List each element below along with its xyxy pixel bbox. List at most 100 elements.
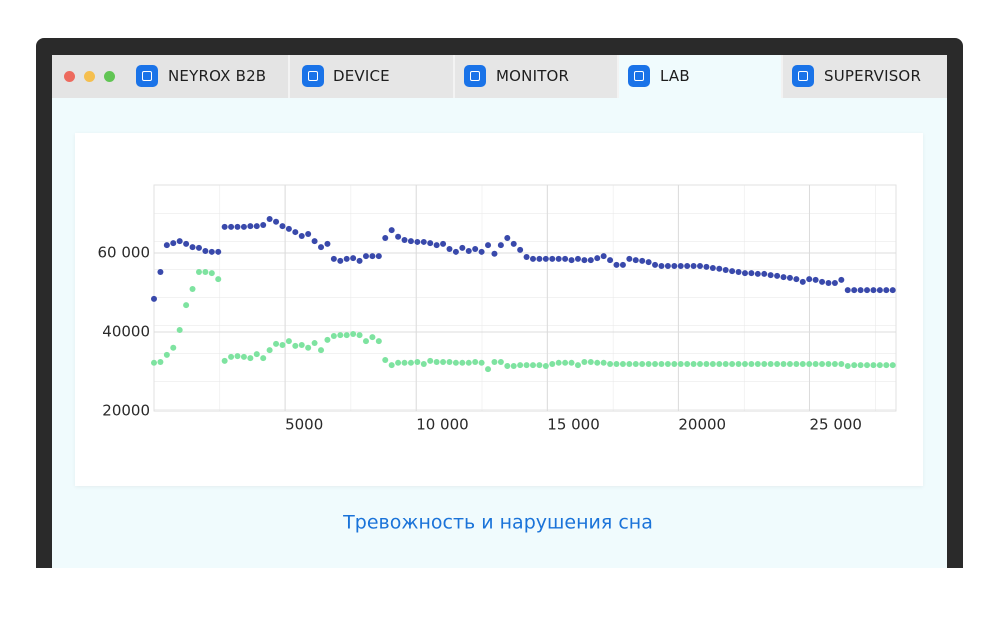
data-point [375, 253, 382, 260]
data-point [285, 338, 292, 345]
data-point [311, 340, 318, 347]
data-point [741, 270, 748, 277]
chart: Тревожность и нарушения сна 20000 40000 60… [98, 184, 897, 534]
data-point [664, 263, 671, 270]
data-point [491, 359, 498, 366]
data-point [819, 360, 826, 367]
data-point [427, 357, 434, 364]
data-point [388, 362, 395, 369]
data-point [536, 362, 543, 369]
data-point [697, 263, 704, 270]
data-point [581, 257, 588, 264]
data-point [632, 257, 639, 264]
data-point [208, 248, 215, 255]
data-point [774, 272, 781, 279]
y-tick-label: 40000 [102, 323, 150, 341]
data-point [388, 227, 395, 234]
data-point [645, 360, 652, 367]
data-point [793, 276, 800, 283]
data-point [183, 240, 190, 247]
data-point [754, 360, 761, 367]
data-point [446, 359, 453, 366]
data-point [452, 248, 459, 255]
data-point [652, 360, 659, 367]
tab[interactable]: SUPERVISOR [781, 55, 947, 98]
data-point [195, 268, 202, 275]
data-point [819, 278, 826, 285]
data-point [652, 261, 659, 268]
data-point [703, 360, 710, 367]
data-point [568, 257, 575, 264]
data-point [356, 257, 363, 264]
data-point [382, 234, 389, 241]
data-point [324, 336, 331, 343]
data-point [202, 248, 209, 255]
tab-label: DEVICE [333, 67, 390, 85]
tab-active[interactable]: LAB [617, 55, 783, 98]
data-point [163, 242, 170, 249]
tab-icon [792, 65, 814, 87]
data-point [420, 360, 427, 367]
data-point [369, 253, 376, 260]
data-point [324, 240, 331, 247]
data-point [510, 362, 517, 369]
data-point [735, 360, 742, 367]
data-point [260, 355, 267, 362]
data-point [812, 276, 819, 283]
chart-title: Тревожность и нарушения сна [342, 512, 653, 534]
data-point [851, 362, 858, 369]
data-point [452, 359, 459, 366]
data-point [151, 295, 157, 302]
data-point [330, 255, 337, 262]
data-point [838, 360, 845, 367]
data-point [549, 360, 556, 367]
data-point [574, 255, 581, 262]
data-point [350, 330, 357, 337]
tab-label: SUPERVISOR [824, 67, 922, 85]
x-tick-label: 20000 [678, 416, 726, 434]
data-point [831, 360, 838, 367]
data-point [478, 248, 485, 255]
data-point [645, 259, 652, 266]
data-point [562, 255, 569, 262]
data-point [889, 287, 896, 294]
data-point [851, 287, 858, 294]
data-point [305, 344, 312, 351]
data-point [330, 332, 337, 339]
data-point [240, 353, 247, 360]
data-point [812, 360, 819, 367]
data-point [876, 362, 883, 369]
data-point [838, 276, 845, 283]
data-point [215, 276, 222, 283]
data-point [337, 257, 344, 264]
tab-icon [136, 65, 158, 87]
data-point [639, 257, 646, 264]
data-point [253, 351, 260, 358]
data-point [504, 362, 511, 369]
data-point [857, 362, 864, 369]
data-point [517, 246, 524, 253]
data-point [163, 351, 170, 358]
data-point [221, 223, 228, 230]
tab[interactable]: MONITOR [453, 55, 619, 98]
data-point [414, 359, 421, 366]
tab[interactable]: DEVICE [288, 55, 454, 98]
data-point [735, 268, 742, 275]
data-point [748, 270, 755, 277]
data-point [228, 353, 235, 360]
data-point [485, 366, 492, 373]
minimize-button[interactable] [84, 71, 95, 82]
data-point [427, 240, 434, 247]
tab[interactable]: NEYROX B2B [124, 55, 290, 98]
data-point [703, 263, 710, 270]
zoom-button[interactable] [104, 71, 115, 82]
tab-bar: NEYROX B2B DEVICE MONITOR LAB SUPERVISOR [52, 55, 947, 98]
data-point [870, 287, 877, 294]
close-button[interactable] [64, 71, 75, 82]
data-point [337, 332, 344, 339]
data-point [273, 340, 280, 347]
data-point [240, 223, 247, 230]
data-point [619, 360, 626, 367]
data-point [549, 255, 556, 262]
data-point [600, 359, 607, 366]
